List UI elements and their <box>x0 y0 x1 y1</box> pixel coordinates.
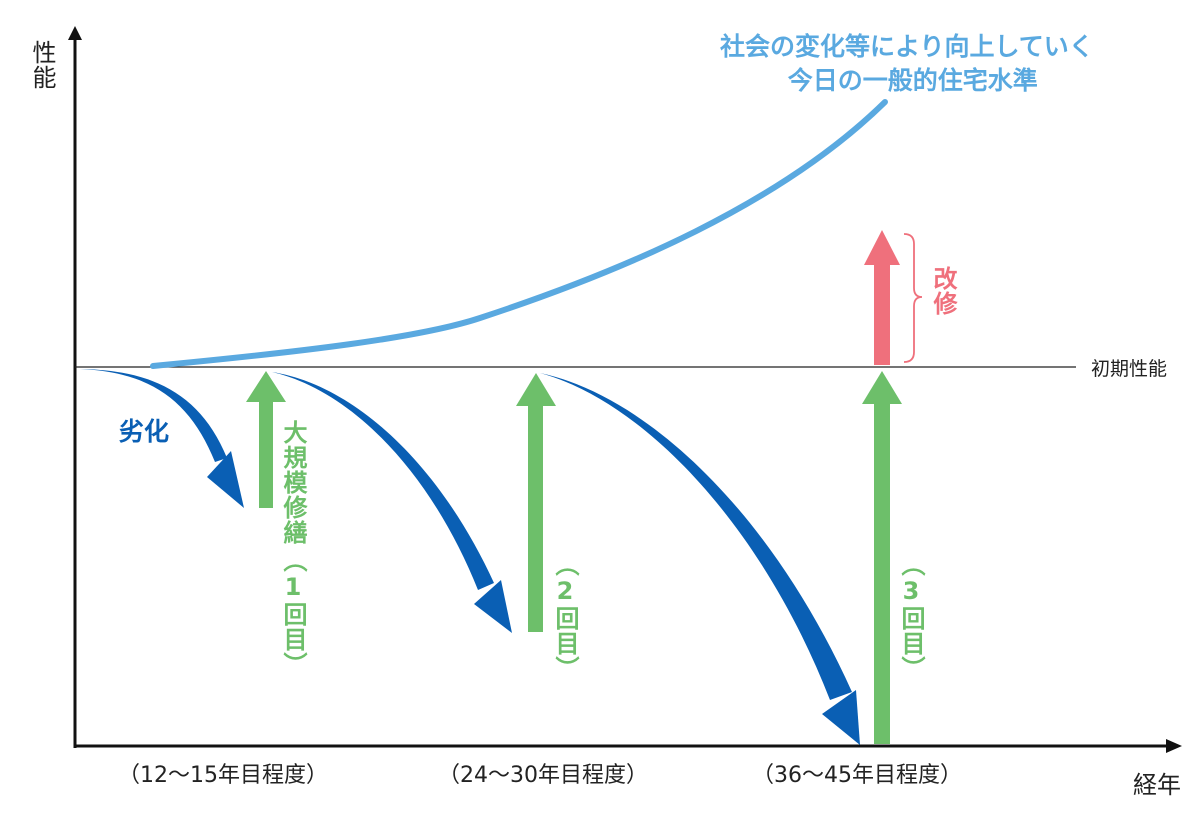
repair-arrow-2-shaft <box>528 402 543 632</box>
degradation-arrow-2 <box>272 372 494 590</box>
repair-arrow-3-head <box>862 371 902 404</box>
trend-label-line1: 社会の変化等により向上していく <box>720 32 1094 61</box>
trend-curve <box>150 99 888 369</box>
repair-2-count-label: （2回目） <box>551 552 579 681</box>
repair-1-count-label: （1回目） <box>279 548 307 677</box>
repair-arrow-1-shaft <box>259 400 273 508</box>
degradation-arrow-1-head <box>207 451 244 508</box>
repair-arrow-2-head <box>516 373 556 406</box>
y-axis-label: 性能 <box>28 40 56 90</box>
renovation-label: 改修 <box>929 266 957 316</box>
degradation-arrow-3 <box>540 373 852 700</box>
trend-label: 社会の変化等により向上していく 今日の一般的住宅水準 <box>720 30 1094 98</box>
x-axis-arrow-icon <box>1166 739 1182 753</box>
degradation-label: 劣化 <box>119 417 170 446</box>
degradation-arrow-3-head <box>822 690 860 745</box>
period-label-2: （24～30年目程度） <box>438 763 648 788</box>
degradation-arrow-2-head <box>474 580 512 633</box>
baseline-label: 初期性能 <box>1091 358 1168 380</box>
renovation-brace <box>903 233 923 363</box>
repair-3-count-label: （3回目） <box>897 552 925 681</box>
trend-label-line2: 今日の一般的住宅水準 <box>787 66 1038 95</box>
x-axis-label: 経年 <box>1133 771 1181 799</box>
repair-1-name-label: 大規模修繕 <box>279 420 307 545</box>
repair-arrow-3-shaft <box>874 402 890 744</box>
repair-arrow-1-head <box>246 371 286 402</box>
degradation-arrow-1 <box>80 369 227 462</box>
renovation-arrow-head <box>864 230 900 265</box>
renovation-arrow-shaft <box>874 263 890 365</box>
y-axis-arrow-icon <box>68 26 82 40</box>
period-label-1: （12～15年目程度） <box>118 763 328 788</box>
period-label-3: （36～45年目程度） <box>752 763 962 788</box>
